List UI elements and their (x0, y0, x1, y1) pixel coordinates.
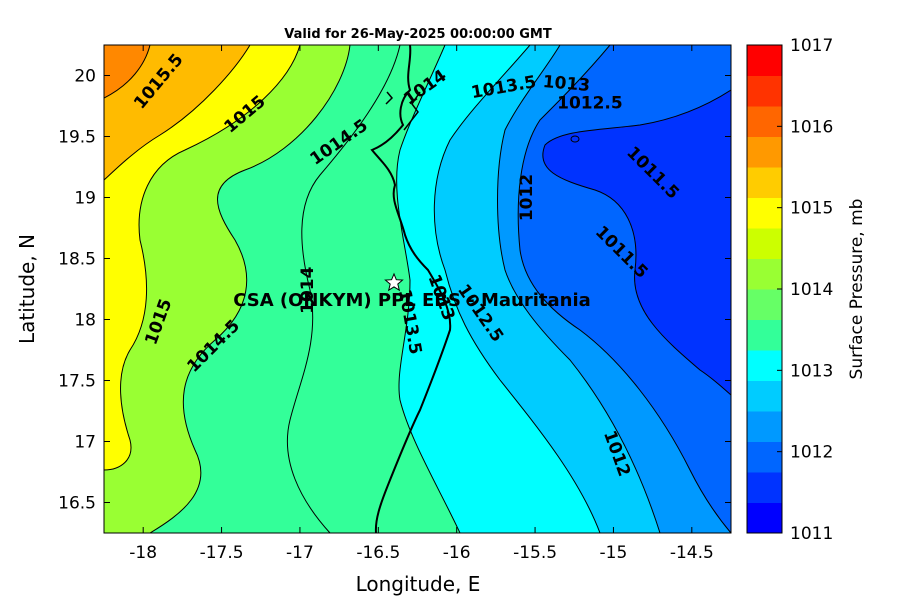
y-tick-label: 19 (74, 189, 96, 209)
band-1014-5-plus (104, 45, 350, 533)
contour-line-1014-5 (149, 45, 351, 533)
colorbar-tick-label: 1012 (790, 443, 833, 463)
contour-label: 1013 (542, 72, 591, 96)
colorbar-swatch (747, 350, 782, 381)
colorbar-tick-label: 1017 (790, 36, 833, 56)
chart-title: Valid for 26-May-2025 00:00:00 GMT (284, 27, 552, 42)
contour-line-1012-5 (497, 45, 661, 533)
y-tick-label: 19.5 (58, 128, 96, 148)
x-axis: -18 -17.5 -17 -16.5 -16 -15.5 -15 -14.5 (129, 45, 714, 563)
contour-line-1011-5 (542, 89, 731, 396)
contour-lines (104, 45, 731, 533)
x-axis-label: Longitude, E (356, 572, 481, 596)
y-axis-label: Latitude, N (15, 234, 39, 344)
colorbar-swatch (747, 502, 782, 534)
y-axis: 16.5 17 17.5 18 18.5 19 19.5 20 (58, 67, 731, 514)
colorbar-swatch (747, 258, 782, 290)
contour-label: 1012.5 (557, 94, 623, 114)
colorbar-swatch (747, 228, 782, 259)
x-tick-label: -16 (443, 543, 471, 563)
x-tick-label: -15.5 (513, 543, 557, 563)
colorbar-tick-label: 1015 (790, 199, 833, 219)
colorbar-swatch (747, 106, 782, 137)
colorbar-tick-label: 1013 (790, 361, 833, 381)
x-tick-label: -18 (129, 543, 157, 563)
colorbar-swatch (747, 411, 782, 442)
y-tick-label: 18 (74, 311, 96, 331)
y-tick-label: 16.5 (58, 494, 96, 514)
contour-line-1011-5-closed (570, 135, 580, 143)
band-1011-5-minus (542, 90, 731, 395)
x-tick-label: -17.5 (200, 543, 244, 563)
y-tick-label: 17 (74, 433, 96, 453)
x-tick-label: -15 (600, 543, 628, 563)
contour-line-1016 (104, 45, 151, 99)
x-tick-label: -17 (286, 543, 314, 563)
colorbar-swatch (747, 380, 782, 412)
band-1015-5-plus (104, 45, 250, 180)
colorbar-swatch (747, 75, 782, 107)
coastline-island (385, 91, 421, 131)
colorbar-swatch (747, 167, 782, 198)
colorbar-tick-label: 1014 (790, 280, 833, 300)
colorbar-swatch (747, 441, 782, 473)
contour-label: 1012 (517, 174, 537, 221)
band-1015-plus (104, 45, 300, 470)
plot-area (104, 45, 731, 533)
y-tick-label: 18.5 (58, 250, 96, 270)
colorbar-tick-label: 1011 (790, 524, 833, 544)
annotation-layer: CSA (ONKYM) PPL EBS - Mauritania (233, 272, 591, 311)
contour-line-1012 (517, 45, 731, 533)
colorbar-label: Surface Pressure, mb (847, 199, 867, 380)
station-label: CSA (ONKYM) PPL EBS - Mauritania (233, 290, 591, 311)
x-tick-label: -16.5 (356, 543, 400, 563)
contour-line-1015 (104, 45, 301, 471)
band-1016-plus (104, 45, 150, 98)
plot-frame (103, 44, 732, 534)
coastline (370, 45, 452, 533)
colorbar-swatch (747, 45, 782, 76)
contour-line-1015-5 (104, 45, 251, 181)
coastline-main (370, 45, 452, 533)
y-tick-label: 17.5 (58, 372, 96, 392)
contour-line-1014 (286, 45, 401, 533)
colorbar-swatch (747, 197, 782, 229)
colorbar-swatch (747, 472, 782, 503)
station-star-marker (384, 272, 404, 292)
colorbar-swatch (747, 289, 782, 320)
colorbar: 1011 1012 1013 1014 1015 1016 1017 (746, 36, 833, 544)
y-tick-label: 20 (74, 67, 96, 87)
colorbar-swatch (747, 319, 782, 351)
colorbar-swatch (747, 136, 782, 168)
colorbar-tick-label: 1016 (790, 117, 833, 137)
contour-line-1013 (433, 45, 601, 533)
contour-line-1013-5 (396, 45, 461, 533)
contour-label: 1014 (298, 266, 318, 313)
x-tick-label: -14.5 (670, 543, 714, 563)
